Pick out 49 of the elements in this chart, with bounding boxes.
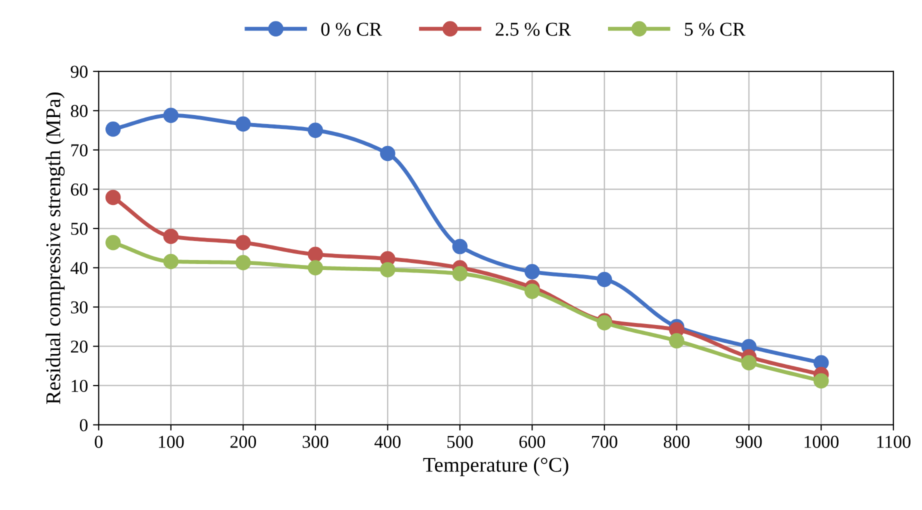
y-tick-label: 40 [70,262,88,274]
point [452,238,468,254]
legend-label: 0 % CR [321,22,382,36]
x-tick-label: 100 [158,436,184,448]
y-tick-label: 50 [71,222,88,235]
y-tick-label: 20 [70,340,88,353]
x-axis-title: Temperature (°C) [423,457,568,476]
point [236,116,251,132]
point [236,234,251,250]
point [669,333,684,348]
point [105,234,121,250]
point [308,246,324,262]
point [814,373,829,388]
x-tick-label: 1000 [804,436,839,448]
y-tick-label: 30 [71,301,88,314]
x-tick-label: 900 [736,436,762,448]
point [308,122,324,138]
x-tick-label: 400 [374,436,401,448]
y-tick-label: 90 [70,66,88,78]
point [105,190,121,206]
point [596,272,612,288]
point [105,121,121,137]
x-tick-label: 300 [302,436,328,448]
y-tick-label: 60 [70,183,88,196]
x-tick-label: 500 [447,436,473,448]
y-tick-label: 0 [80,419,88,432]
y-tick-label: 70 [71,144,88,156]
point [380,146,396,162]
y-tick-label: 80 [70,104,88,118]
point [236,255,251,270]
point [452,266,468,282]
point [163,108,179,124]
y-tick-label: 10 [72,380,88,392]
point [524,264,540,280]
x-tick-label: 600 [519,436,546,448]
point [163,228,179,244]
x-tick-label: 0 [94,436,102,448]
point [380,262,396,278]
x-tick-label: 200 [230,436,256,448]
legend-label: 5 % CR [684,22,746,36]
legend-label: 2.5 % CR [496,22,572,36]
point [741,355,757,370]
point [163,254,179,270]
point [524,284,540,299]
x-tick-label: 700 [592,436,618,448]
point [308,260,324,276]
x-tick-label: 800 [664,436,690,448]
x-tick-label: 1100 [877,436,910,448]
y-axis-title: Residual compressive strength (MPa) [46,92,65,404]
